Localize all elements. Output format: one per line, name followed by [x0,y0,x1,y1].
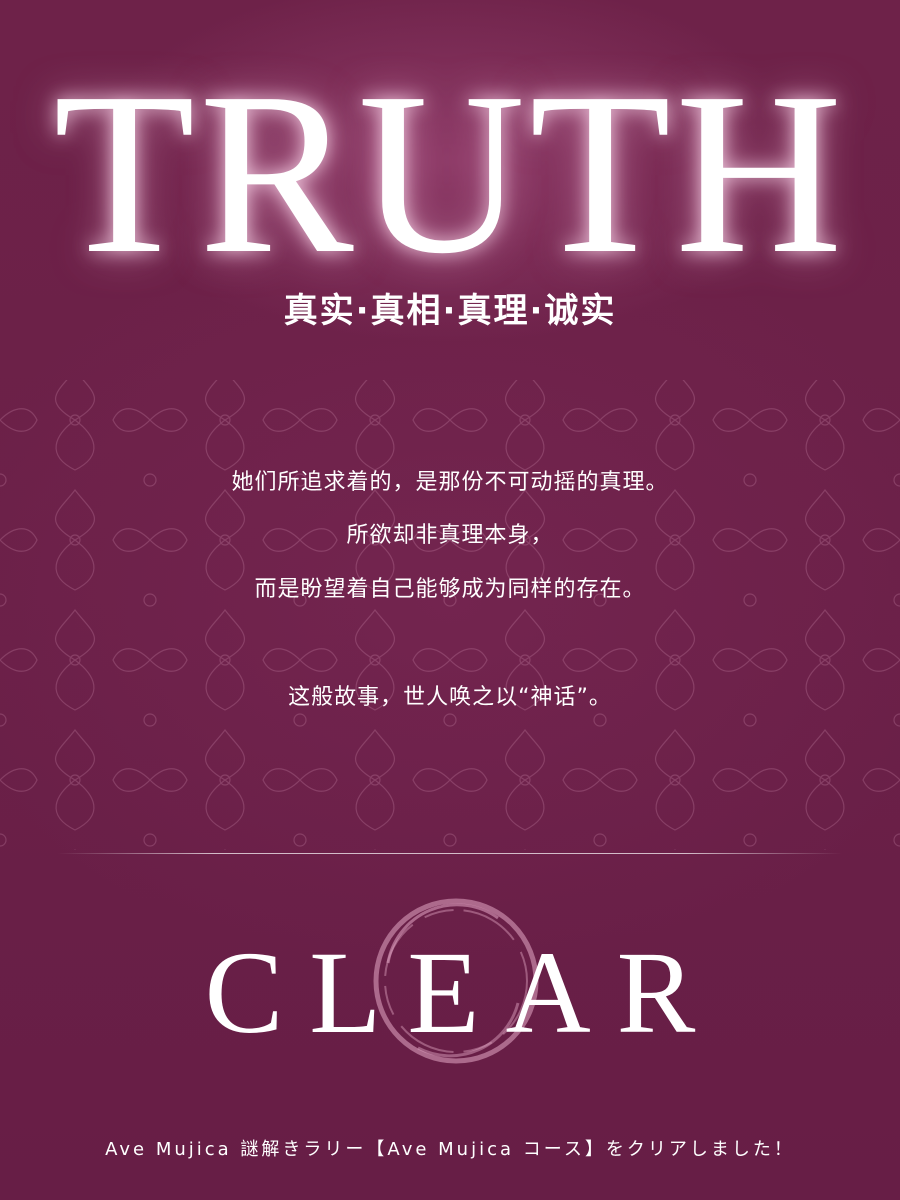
clear-seal-circle [373,898,539,1064]
body-line-4: 这般故事，世人唤之以“神话”。 [288,685,612,710]
footer-message: Ave Mujica 謎解きラリー【Ave Mujica コース】をクリアしまし… [105,1139,795,1160]
body-line-1: 她们所追求着的，是那份不可动摇的真理。 [231,470,669,495]
body-line-2: 所欲却非真理本身， [346,523,554,548]
body-line-3: 而是盼望着自己能够成为同样的存在。 [254,577,646,602]
subtitle-keywords: 真实·真相·真理·诚实 [283,291,617,331]
clear-label: CLEAR [204,927,722,1058]
divider-line [58,853,842,854]
page-title: TRUTH [53,45,847,302]
